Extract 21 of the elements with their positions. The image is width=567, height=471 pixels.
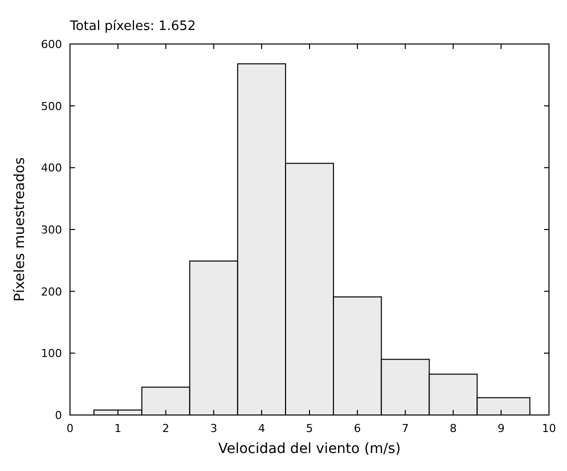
chart-title: Total píxeles: 1.652 [69, 19, 196, 34]
y-tick-label: 200 [41, 285, 62, 298]
x-tick-label: 6 [354, 422, 361, 435]
y-tick-label: 0 [55, 409, 62, 422]
x-axis-title: Velocidad del viento (m/s) [218, 441, 401, 457]
x-tick-label: 7 [402, 422, 409, 435]
y-axis-title: Píxeles muestreados [12, 157, 28, 302]
x-tick-label: 1 [114, 422, 122, 435]
x-tick-label: 8 [450, 422, 457, 435]
x-tick-label: 10 [542, 422, 556, 435]
y-tick-label: 100 [41, 347, 62, 360]
x-tick-label: 2 [162, 422, 170, 435]
x-tick-label: 5 [306, 422, 313, 435]
y-tick-label: 500 [41, 100, 62, 113]
y-tick-label: 300 [41, 224, 62, 236]
y-tick-label: 400 [41, 162, 62, 175]
y-tick-label: 600 [41, 38, 62, 51]
x-tick-label: 4 [258, 422, 266, 435]
x-tick-label: 0 [66, 422, 74, 435]
x-tick-label: 9 [498, 422, 505, 435]
x-tick-label: 3 [210, 422, 218, 435]
